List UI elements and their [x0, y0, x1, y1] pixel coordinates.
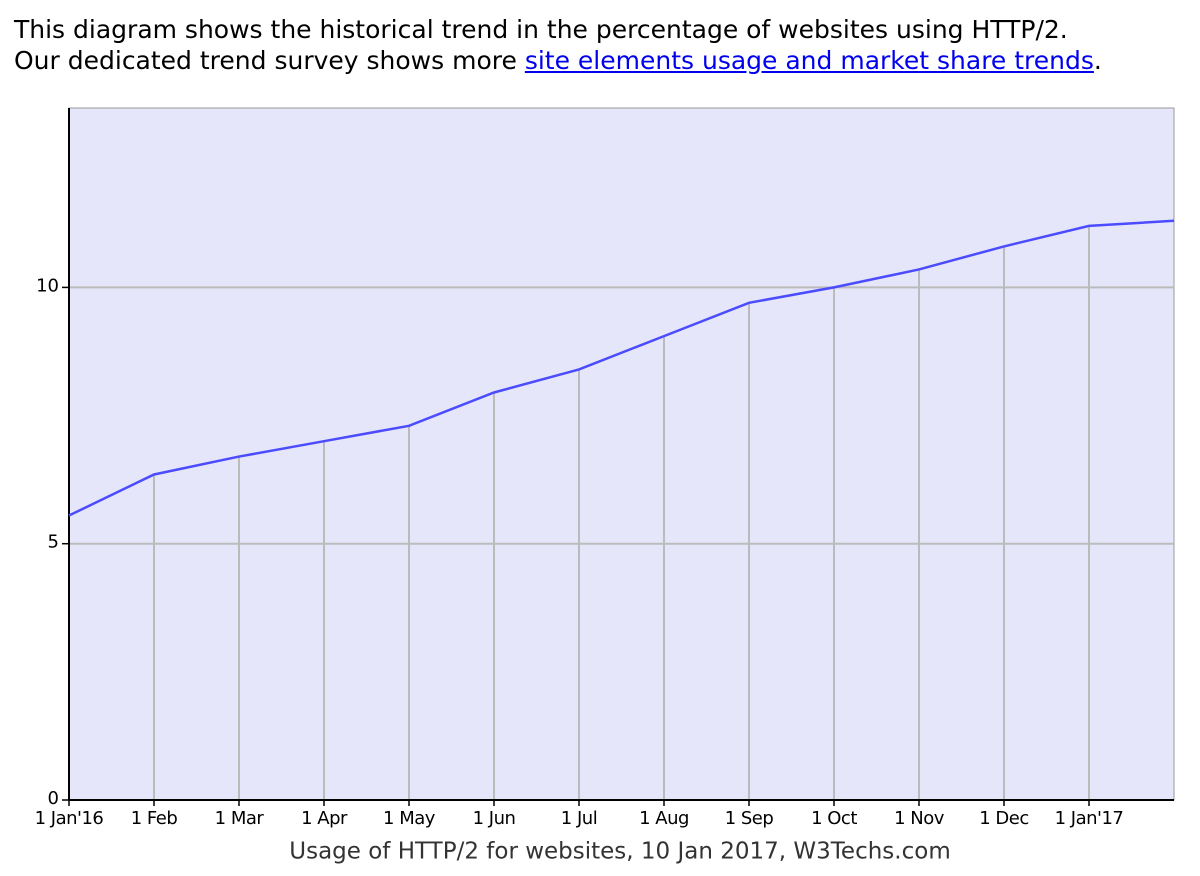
x-tick-label: 1 Oct	[811, 808, 857, 829]
x-tick-label: 1 Jul	[561, 808, 597, 829]
intro: This diagram shows the historical trend …	[14, 14, 1102, 76]
x-tick-label: 1 Jun	[473, 808, 516, 829]
x-tick-label: 1 Jan'17	[1055, 808, 1124, 829]
x-tick-label: 1 Dec	[979, 808, 1029, 829]
x-tick-label: 1 Mar	[215, 808, 265, 829]
intro-text: .	[1093, 46, 1102, 75]
intro-text: Our dedicated trend survey shows more	[14, 46, 517, 75]
x-tick-label: 1 Feb	[131, 808, 178, 829]
y-tick-label: 5	[48, 532, 59, 553]
y-tick-label: 10	[36, 275, 59, 296]
trend-link[interactable]: site elements usage and market share tre…	[524, 46, 1094, 75]
intro-line: This diagram shows the historical trend …	[14, 15, 1068, 44]
intro-line: Our dedicated trend survey shows more si…	[14, 45, 1102, 76]
plot-background	[68, 107, 1175, 801]
x-tick-label: 1 Jan'16	[35, 808, 104, 829]
x-tick-label: 1 Apr	[301, 808, 348, 829]
y-tick-label: 0	[48, 788, 59, 809]
x-tick-label: 1 Aug	[639, 808, 689, 829]
x-tick-label: 1 May	[383, 808, 436, 829]
x-tick-label: 1 Nov	[894, 808, 945, 829]
chart-caption: Usage of HTTP/2 for websites, 10 Jan 201…	[289, 839, 950, 865]
data-line	[68, 219, 1175, 517]
x-tick-label: 1 Sep	[725, 808, 774, 829]
